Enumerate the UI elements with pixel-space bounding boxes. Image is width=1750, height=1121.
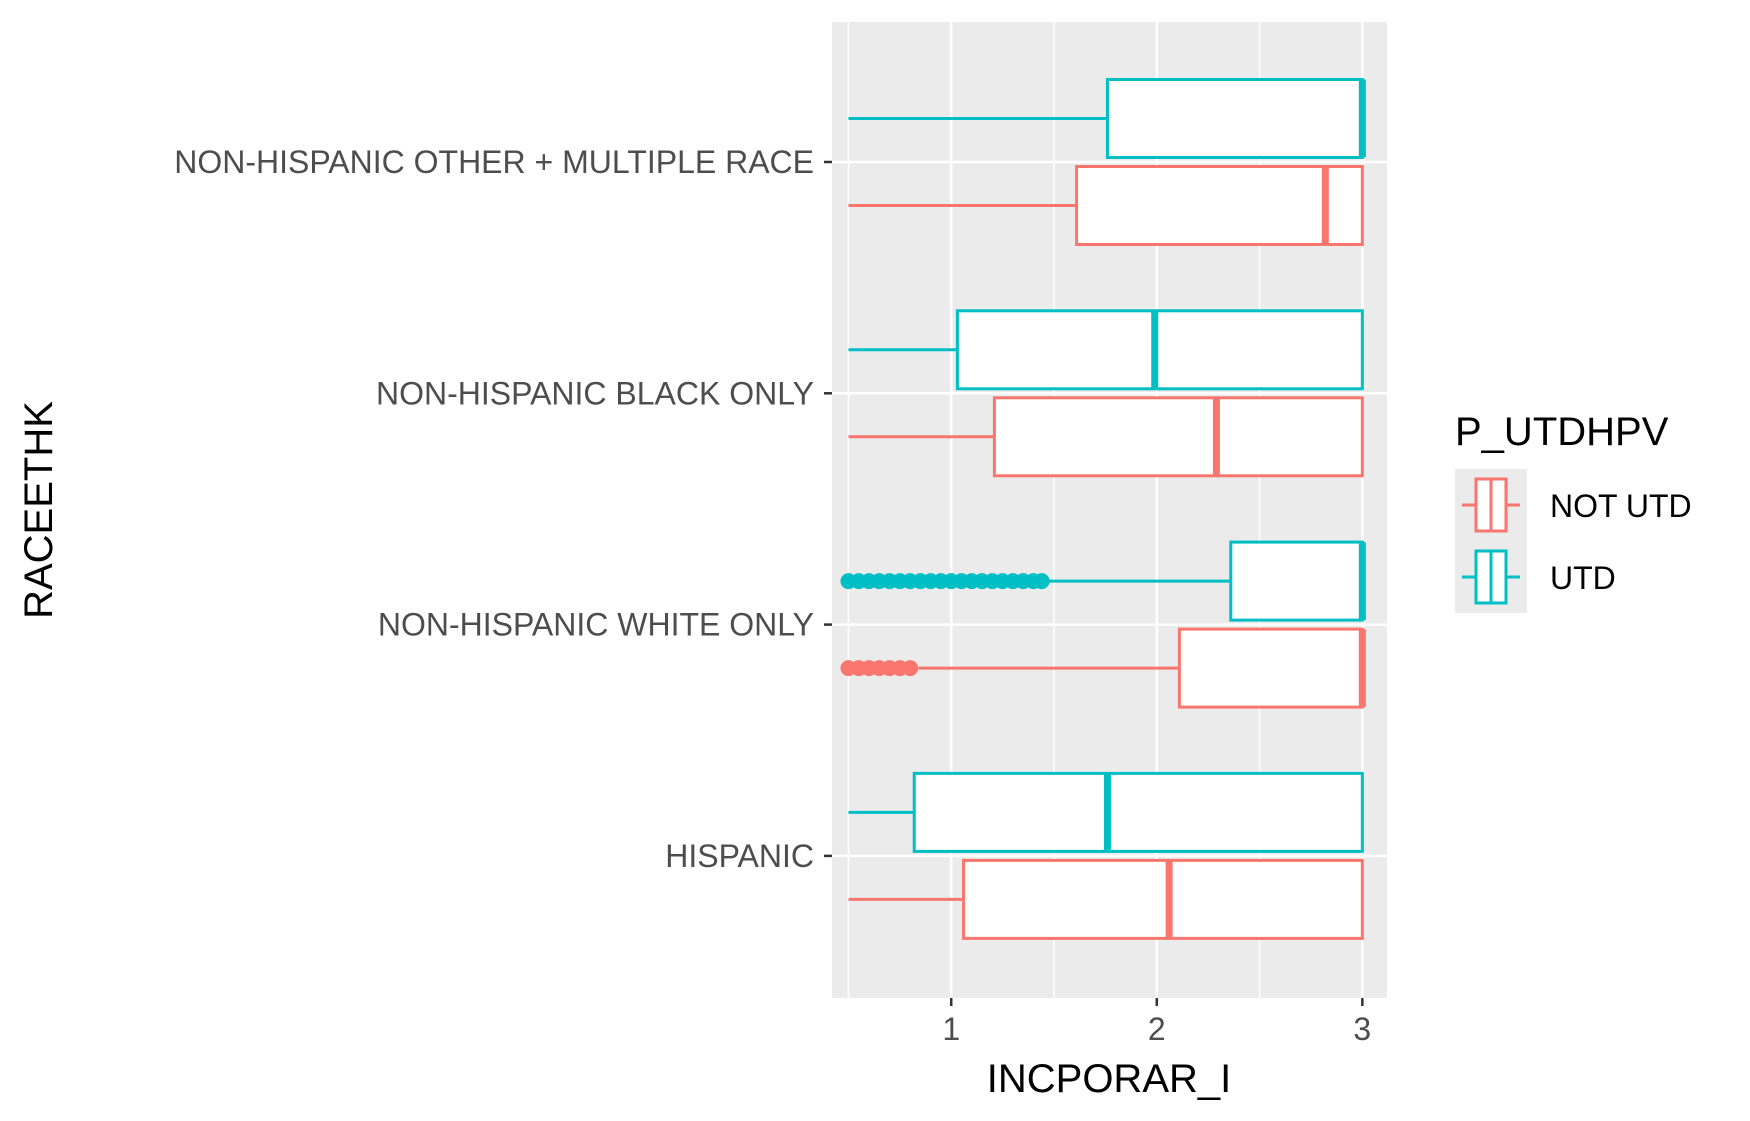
box-utd: [848, 771, 1364, 853]
x-tick-label: 3: [1353, 1011, 1371, 1047]
box-iqr: [1075, 165, 1364, 246]
y-tick-label: NON-HISPANIC WHITE ONLY: [378, 607, 814, 643]
box-not-utd: [848, 858, 1364, 940]
outlier-point: [1033, 573, 1050, 590]
y-tick-label: NON-HISPANIC BLACK ONLY: [376, 375, 814, 411]
legend-entries: NOT UTD UTD: [1462, 477, 1692, 605]
box-iqr: [912, 771, 1364, 853]
axes: 1 2 3 NON-HISPANIC OTHER + MULTIPLE RACE NON…: [174, 144, 1371, 1047]
box-iqr: [1177, 627, 1364, 709]
legend-entry: NOT UTD: [1462, 477, 1692, 533]
box-iqr: [1229, 540, 1364, 622]
x-axis-title: INCPORAR_I: [987, 1057, 1232, 1101]
box-iqr: [955, 309, 1364, 391]
box-iqr: [1105, 78, 1364, 159]
box-not-utd: [840, 627, 1366, 709]
y-tick-label: NON-HISPANIC OTHER + MULTIPLE RACE: [174, 144, 814, 180]
box-iqr: [992, 396, 1364, 478]
legend: P_UTDHPV NOT UTD UTD: [1455, 410, 1692, 613]
x-tick-label: 2: [1148, 1011, 1166, 1047]
y-axis-title: RACEETHK: [17, 401, 61, 619]
y-tick-label: HISPANIC: [665, 838, 814, 874]
legend-label: UTD: [1550, 560, 1616, 596]
boxes: [840, 78, 1366, 940]
box-not-utd: [848, 396, 1364, 478]
box-not-utd: [848, 165, 1364, 246]
legend-label: NOT UTD: [1550, 488, 1692, 524]
legend-entry: UTD: [1462, 549, 1616, 605]
legend-title: P_UTDHPV: [1455, 410, 1669, 454]
box-iqr: [962, 858, 1364, 940]
outlier-point: [902, 660, 919, 677]
x-tick-label: 1: [942, 1011, 960, 1047]
box-utd: [840, 540, 1366, 622]
box-utd: [848, 309, 1364, 391]
box-utd: [848, 78, 1366, 159]
